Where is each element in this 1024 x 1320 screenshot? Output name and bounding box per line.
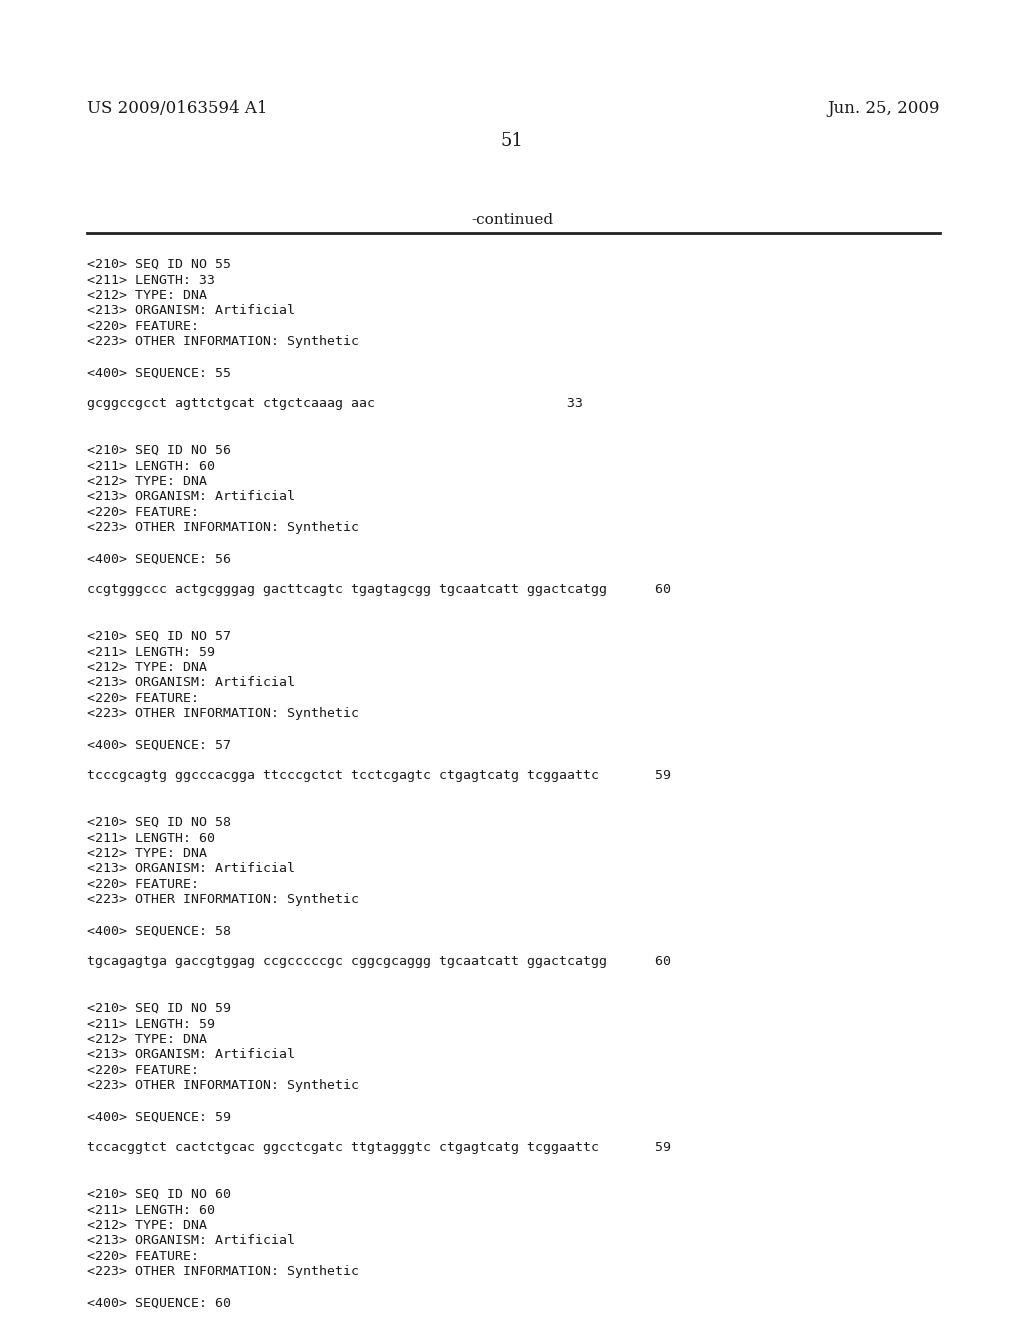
Text: <400> SEQUENCE: 56: <400> SEQUENCE: 56 [87, 553, 231, 565]
Text: <210> SEQ ID NO 59: <210> SEQ ID NO 59 [87, 1002, 231, 1015]
Text: <220> FEATURE:: <220> FEATURE: [87, 506, 199, 519]
Text: <223> OTHER INFORMATION: Synthetic: <223> OTHER INFORMATION: Synthetic [87, 1080, 359, 1093]
Text: <400> SEQUENCE: 55: <400> SEQUENCE: 55 [87, 367, 231, 380]
Text: <212> TYPE: DNA: <212> TYPE: DNA [87, 847, 207, 861]
Text: <211> LENGTH: 59: <211> LENGTH: 59 [87, 1018, 215, 1031]
Text: <212> TYPE: DNA: <212> TYPE: DNA [87, 1034, 207, 1045]
Text: <223> OTHER INFORMATION: Synthetic: <223> OTHER INFORMATION: Synthetic [87, 894, 359, 907]
Text: <400> SEQUENCE: 57: <400> SEQUENCE: 57 [87, 738, 231, 751]
Text: <223> OTHER INFORMATION: Synthetic: <223> OTHER INFORMATION: Synthetic [87, 1266, 359, 1279]
Text: <212> TYPE: DNA: <212> TYPE: DNA [87, 661, 207, 675]
Text: <211> LENGTH: 60: <211> LENGTH: 60 [87, 832, 215, 845]
Text: US 2009/0163594 A1: US 2009/0163594 A1 [87, 100, 267, 117]
Text: <220> FEATURE:: <220> FEATURE: [87, 878, 199, 891]
Text: Jun. 25, 2009: Jun. 25, 2009 [827, 100, 940, 117]
Text: <212> TYPE: DNA: <212> TYPE: DNA [87, 475, 207, 488]
Text: <400> SEQUENCE: 59: <400> SEQUENCE: 59 [87, 1110, 231, 1123]
Text: <210> SEQ ID NO 56: <210> SEQ ID NO 56 [87, 444, 231, 457]
Text: <211> LENGTH: 59: <211> LENGTH: 59 [87, 645, 215, 659]
Text: gcggccgcct agttctgcat ctgctcaaag aac                        33: gcggccgcct agttctgcat ctgctcaaag aac 33 [87, 397, 583, 411]
Text: <212> TYPE: DNA: <212> TYPE: DNA [87, 1218, 207, 1232]
Text: <220> FEATURE:: <220> FEATURE: [87, 1250, 199, 1263]
Text: 51: 51 [501, 132, 523, 150]
Text: -continued: -continued [471, 213, 553, 227]
Text: tgcagagtga gaccgtggag ccgcccccgc cggcgcaggg tgcaatcatt ggactcatgg      60: tgcagagtga gaccgtggag ccgcccccgc cggcgca… [87, 956, 671, 969]
Text: <220> FEATURE:: <220> FEATURE: [87, 1064, 199, 1077]
Text: <211> LENGTH: 33: <211> LENGTH: 33 [87, 273, 215, 286]
Text: <400> SEQUENCE: 58: <400> SEQUENCE: 58 [87, 924, 231, 937]
Text: <213> ORGANISM: Artificial: <213> ORGANISM: Artificial [87, 1048, 295, 1061]
Text: <213> ORGANISM: Artificial: <213> ORGANISM: Artificial [87, 305, 295, 318]
Text: <223> OTHER INFORMATION: Synthetic: <223> OTHER INFORMATION: Synthetic [87, 335, 359, 348]
Text: <400> SEQUENCE: 60: <400> SEQUENCE: 60 [87, 1296, 231, 1309]
Text: <220> FEATURE:: <220> FEATURE: [87, 692, 199, 705]
Text: <211> LENGTH: 60: <211> LENGTH: 60 [87, 1204, 215, 1217]
Text: tcccgcagtg ggcccacgga ttcccgctct tcctcgagtc ctgagtcatg tcggaattc       59: tcccgcagtg ggcccacgga ttcccgctct tcctcga… [87, 770, 671, 783]
Text: ccgtgggccc actgcgggag gacttcagtc tgagtagcgg tgcaatcatt ggactcatgg      60: ccgtgggccc actgcgggag gacttcagtc tgagtag… [87, 583, 671, 597]
Text: <210> SEQ ID NO 60: <210> SEQ ID NO 60 [87, 1188, 231, 1201]
Text: <210> SEQ ID NO 57: <210> SEQ ID NO 57 [87, 630, 231, 643]
Text: <223> OTHER INFORMATION: Synthetic: <223> OTHER INFORMATION: Synthetic [87, 521, 359, 535]
Text: <213> ORGANISM: Artificial: <213> ORGANISM: Artificial [87, 862, 295, 875]
Text: <210> SEQ ID NO 58: <210> SEQ ID NO 58 [87, 816, 231, 829]
Text: <213> ORGANISM: Artificial: <213> ORGANISM: Artificial [87, 491, 295, 503]
Text: <213> ORGANISM: Artificial: <213> ORGANISM: Artificial [87, 1234, 295, 1247]
Text: <223> OTHER INFORMATION: Synthetic: <223> OTHER INFORMATION: Synthetic [87, 708, 359, 721]
Text: <210> SEQ ID NO 55: <210> SEQ ID NO 55 [87, 257, 231, 271]
Text: tccacggtct cactctgcac ggcctcgatc ttgtagggtc ctgagtcatg tcggaattc       59: tccacggtct cactctgcac ggcctcgatc ttgtagg… [87, 1142, 671, 1155]
Text: <213> ORGANISM: Artificial: <213> ORGANISM: Artificial [87, 676, 295, 689]
Text: <211> LENGTH: 60: <211> LENGTH: 60 [87, 459, 215, 473]
Text: <212> TYPE: DNA: <212> TYPE: DNA [87, 289, 207, 302]
Text: <220> FEATURE:: <220> FEATURE: [87, 319, 199, 333]
